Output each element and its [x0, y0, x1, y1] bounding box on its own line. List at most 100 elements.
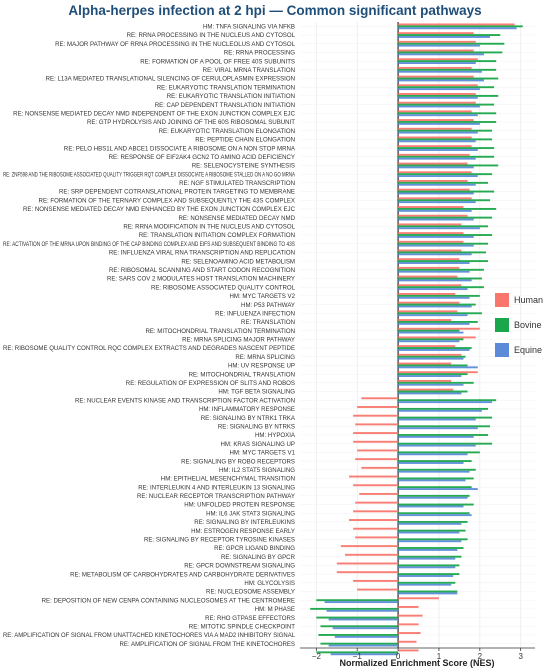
- bar-equine-20: [398, 201, 476, 204]
- category-label-44: HM: INFLAMMATORY RESPONSE: [199, 406, 295, 413]
- bar-bovine-10: [398, 112, 497, 115]
- category-label-62: RE: GPCR DOWNSTREAM SIGNALING: [184, 563, 295, 570]
- bar-human-33: [398, 310, 458, 313]
- bar-bovine-63: [398, 573, 460, 576]
- bar-bovine-53: [398, 486, 472, 489]
- bar-human-26: [398, 249, 462, 252]
- bar-equine-50: [398, 462, 464, 464]
- category-label-51: HM: IL2 STAT5 SIGNALING: [219, 467, 295, 474]
- bar-human-70: [398, 632, 421, 635]
- bar-bovine-11: [398, 121, 497, 123]
- bar-bovine-24: [398, 234, 493, 236]
- category-label-69: RE: MITOTIC SPINDLE CHECKPOINT: [189, 623, 295, 630]
- bar-human-29: [398, 275, 458, 278]
- bar-equine-18: [398, 183, 476, 186]
- category-label-37: RE: RIBOSOME QUALITY CONTROL RQC COMPLEX…: [3, 345, 295, 352]
- category-label-53: RE: INTERLEUKIN 4 AND INTERLEUKIN 13 SIG…: [138, 484, 295, 491]
- category-label-46: RE: SIGNALING BY NTRKS: [218, 423, 295, 430]
- x-tick-label: −1: [353, 652, 363, 661]
- bar-equine-31: [398, 296, 470, 299]
- bar-human-25: [398, 240, 464, 243]
- bar-equine-27: [398, 262, 470, 264]
- bar-equine-52: [398, 479, 466, 482]
- category-label-26: RE: INFLUENZA VIRAL RNA TRANSCRIPTION AN…: [109, 250, 295, 257]
- category-label-39: HM: UV RESPONSE UP: [228, 363, 295, 370]
- bar-human-20: [398, 197, 472, 200]
- bar-human-52: [349, 475, 399, 478]
- category-label-54: RE: NUCLEAR RECEPTOR TRANSCRIPTION PATHW…: [137, 493, 295, 500]
- bar-human-16: [398, 162, 468, 165]
- bar-bovine-12: [398, 129, 493, 132]
- bar-bovine-69: [320, 625, 399, 628]
- bar-bovine-47: [398, 434, 488, 436]
- bar-human-71: [398, 640, 417, 643]
- bar-equine-15: [398, 157, 476, 160]
- category-label-68: RE: RHO GTPASE EFFECTORS: [205, 615, 295, 622]
- legend-label-equine: Equine: [514, 345, 543, 355]
- chart-title: Alpha-herpes infection at 2 hpi — Common…: [68, 3, 482, 18]
- bar-bovine-16: [398, 164, 499, 167]
- bar-equine-14: [398, 149, 478, 151]
- bar-equine-35: [398, 331, 464, 334]
- bar-equine-26: [398, 253, 472, 256]
- bar-equine-70: [334, 635, 399, 638]
- bar-human-45: [353, 414, 399, 417]
- bar-bovine-72: [316, 651, 399, 654]
- bar-bovine-29: [398, 277, 482, 280]
- bar-human-44: [357, 406, 399, 408]
- bar-equine-47: [398, 435, 474, 438]
- bar-bovine-66: [316, 599, 399, 602]
- category-label-16: RE: SELENOCYSTEINE SYNTHESIS: [192, 163, 295, 170]
- bar-human-58: [353, 527, 399, 530]
- bar-equine-45: [398, 418, 476, 421]
- bar-bovine-32: [398, 303, 476, 306]
- bar-human-42: [398, 388, 454, 391]
- bar-equine-44: [398, 409, 482, 412]
- category-label-27: RE: SELENOAMINO ACID METABOLISM: [181, 258, 295, 265]
- bar-bovine-0: [398, 25, 523, 28]
- bar-human-31: [398, 293, 456, 295]
- bar-equine-71: [328, 644, 399, 647]
- bar-bovine-71: [320, 642, 399, 645]
- legend-label-human: Human: [514, 295, 544, 305]
- bar-bovine-50: [398, 460, 472, 463]
- bar-human-17: [398, 171, 472, 174]
- bar-human-18: [398, 179, 468, 182]
- bar-equine-23: [398, 227, 480, 230]
- category-label-70: RE: AMPLIFICATION OF SIGNAL FROM UNATTAC…: [3, 632, 296, 639]
- bar-equine-33: [398, 314, 468, 317]
- bar-bovine-60: [398, 547, 464, 549]
- bar-human-2: [398, 40, 476, 43]
- category-label-65: RE: NUCLEOSOME ASSEMBLY: [206, 589, 295, 596]
- bar-bovine-36: [398, 338, 464, 341]
- bar-human-72: [398, 649, 419, 652]
- x-tick-label: 0: [396, 652, 401, 661]
- bar-equine-58: [398, 531, 460, 534]
- bar-human-51: [361, 466, 399, 469]
- bar-bovine-40: [398, 373, 468, 376]
- bar-human-59: [355, 536, 399, 539]
- bar-equine-5: [398, 70, 482, 73]
- bar-equine-13: [398, 140, 476, 143]
- bar-equine-41: [398, 383, 464, 386]
- bar-equine-19: [398, 192, 474, 195]
- bar-bovine-62: [398, 564, 460, 567]
- bar-bovine-55: [398, 503, 474, 506]
- bar-human-21: [398, 206, 464, 208]
- bar-equine-3: [398, 53, 484, 56]
- bar-bovine-49: [398, 451, 480, 454]
- bar-bovine-2: [398, 42, 505, 45]
- bar-bovine-58: [398, 529, 466, 532]
- bar-human-34: [398, 319, 452, 322]
- bar-equine-60: [398, 548, 458, 551]
- legend-label-bovine: Bovine: [514, 320, 542, 330]
- bar-human-65: [357, 588, 399, 591]
- bar-equine-21: [398, 209, 472, 212]
- category-label-8: RE: EUKARYOTIC TRANSLATION INITIATION: [167, 93, 295, 100]
- x-tick-label: 2: [478, 652, 483, 661]
- bar-bovine-41: [398, 381, 474, 384]
- category-label-64: HM: GLYCOLYSIS: [244, 580, 295, 587]
- bar-bovine-43: [398, 399, 497, 402]
- bar-human-6: [398, 75, 474, 78]
